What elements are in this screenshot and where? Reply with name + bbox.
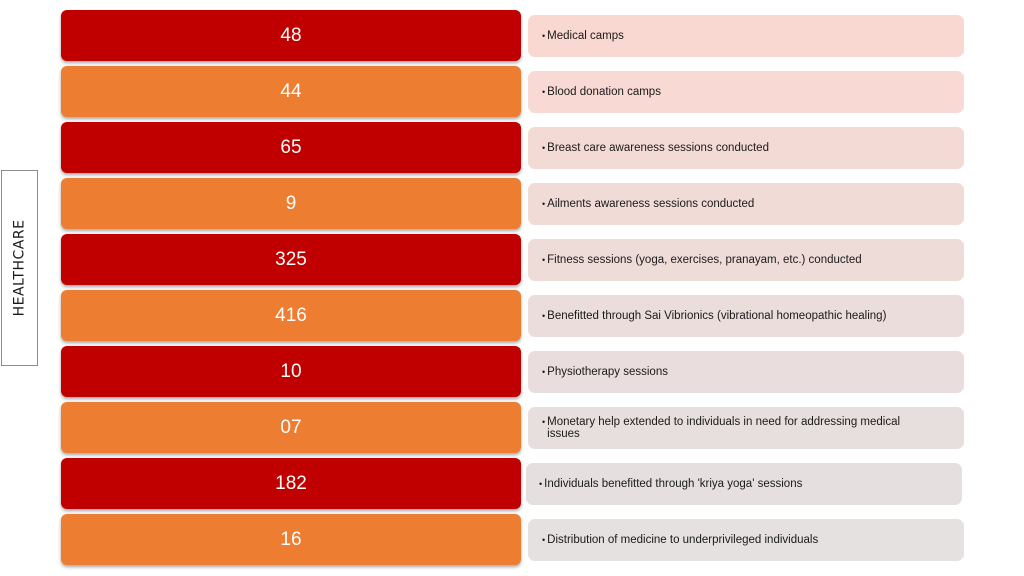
- stat-row-breast-care: 65 • Breast care awareness sessions condu…: [0, 122, 1024, 175]
- stat-description: Medical camps: [547, 30, 624, 42]
- stat-row-vibrionics: 416 • Benefitted through Sai Vibrionics (…: [0, 290, 1024, 343]
- stat-number: 65: [61, 122, 521, 173]
- bullet-icon: •: [542, 367, 546, 377]
- stat-number: 16: [61, 514, 521, 565]
- stat-row-blood-donation: 44 • Blood donation camps: [0, 66, 1024, 119]
- bullet-icon: •: [542, 311, 546, 321]
- stat-number: 9: [61, 178, 521, 229]
- stat-description: Physiotherapy sessions: [547, 366, 668, 378]
- stat-row-ailments: 9 • Ailments awareness sessions conducted: [0, 178, 1024, 231]
- stat-description: Benefitted through Sai Vibrionics (vibra…: [547, 310, 887, 322]
- bullet-icon: •: [542, 417, 546, 427]
- stat-row-monetary-help: 07 • Monetary help extended to individual…: [0, 402, 1024, 455]
- stat-number: 10: [61, 346, 521, 397]
- stat-row-fitness: 325 • Fitness sessions (yoga, exercises, …: [0, 234, 1024, 287]
- bullet-icon: •: [542, 143, 546, 153]
- stat-description: Individuals benefitted through 'kriya yo…: [544, 478, 803, 490]
- stat-row-physiotherapy: 10 • Physiotherapy sessions: [0, 346, 1024, 399]
- bullet-icon: •: [542, 87, 546, 97]
- stat-number: 182: [61, 458, 521, 509]
- stat-description: Distribution of medicine to underprivile…: [547, 534, 819, 546]
- stat-description: Breast care awareness sessions conducted: [547, 142, 769, 154]
- stat-description: Monetary help extended to individuals in…: [547, 416, 901, 440]
- stat-number: 44: [61, 66, 521, 117]
- stat-description-box: • Individuals benefitted through 'kriya y…: [526, 463, 962, 505]
- bullet-icon: •: [542, 255, 546, 265]
- bullet-icon: •: [539, 479, 543, 489]
- stat-number: 325: [61, 234, 521, 285]
- stat-description-box: • Distribution of medicine to underprivil…: [528, 519, 964, 561]
- stat-description: Blood donation camps: [547, 86, 661, 98]
- stat-description-box: • Breast care awareness sessions conducte…: [528, 127, 964, 169]
- bullet-icon: •: [542, 31, 546, 41]
- stat-description-box: • Blood donation camps: [528, 71, 964, 113]
- stat-row-medicine-distribution: 16 • Distribution of medicine to underpri…: [0, 514, 1024, 567]
- stat-description-box: • Benefitted through Sai Vibrionics (vibr…: [528, 295, 964, 337]
- stat-description-box: • Fitness sessions (yoga, exercises, pran…: [528, 239, 964, 281]
- stat-number: 07: [61, 402, 521, 453]
- stat-row-kriya-yoga: 182 • Individuals benefitted through 'kri…: [0, 458, 1024, 511]
- stat-description: Fitness sessions (yoga, exercises, prana…: [547, 254, 862, 266]
- stat-description-box: • Monetary help extended to individuals i…: [528, 407, 964, 449]
- stat-row-medical-camps: 48 • Medical camps: [0, 10, 1024, 63]
- healthcare-section-label: HEALTHCARE: [1, 170, 38, 366]
- stat-description-box: • Ailments awareness sessions conducted: [528, 183, 964, 225]
- stat-number: 48: [61, 10, 521, 61]
- bullet-icon: •: [542, 199, 546, 209]
- stat-description-box: • Physiotherapy sessions: [528, 351, 964, 393]
- bullet-icon: •: [542, 535, 546, 545]
- stat-description-box: • Medical camps: [528, 15, 964, 57]
- stat-description: Ailments awareness sessions conducted: [547, 198, 755, 210]
- stat-number: 416: [61, 290, 521, 341]
